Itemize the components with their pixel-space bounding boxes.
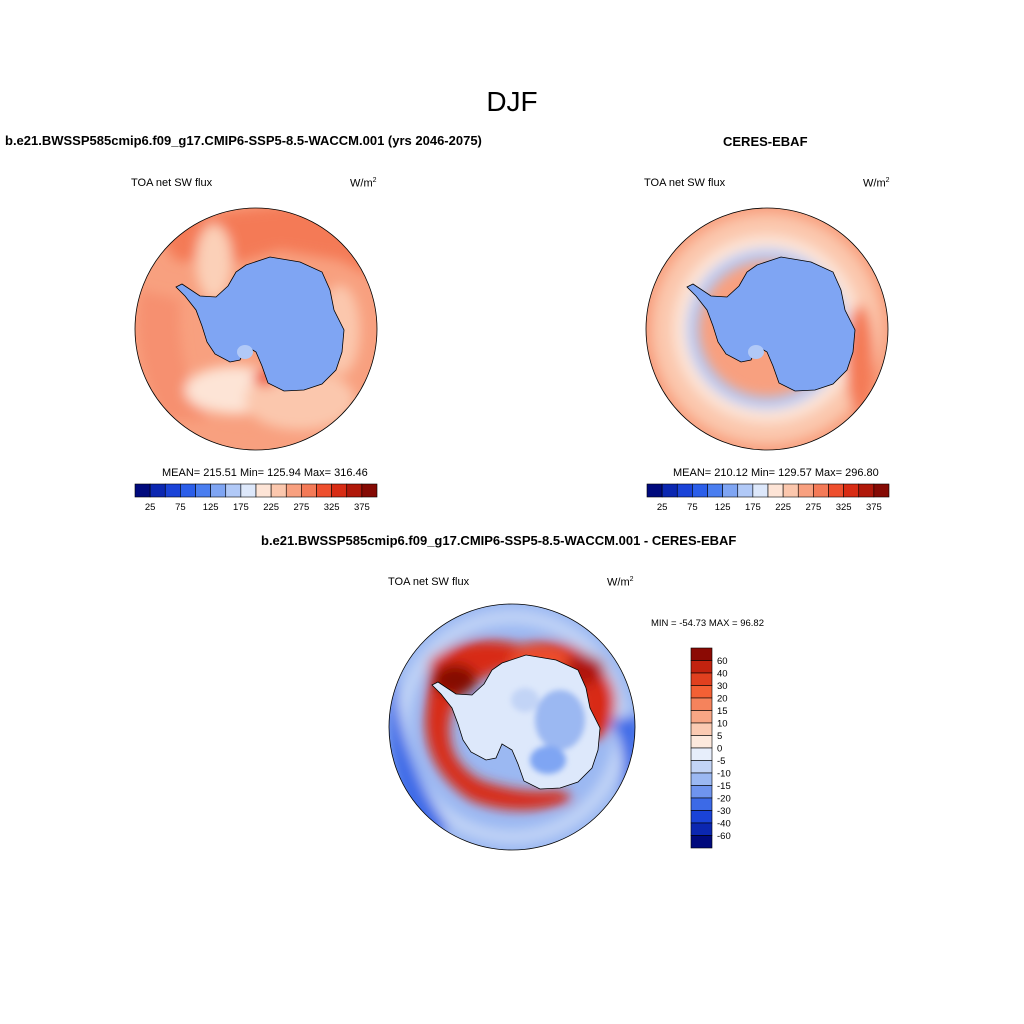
colorbar-3-swatch [690,647,713,661]
colorbar-3-swatch [690,735,713,749]
colorbar-2-swatch [873,483,890,498]
colorbar-2-swatch [676,483,693,498]
panel-3-variable-label: TOA net SW flux [388,576,470,588]
colorbar-1-swatch [346,483,363,498]
panel-2-polar-map [645,207,889,451]
colorbar-2-swatch [737,483,754,498]
colorbar-2-swatch [707,483,723,498]
colorbar-3-swatch [690,672,713,686]
colorbar-2-swatch [828,483,844,498]
colorbar-3-tick-label: 40 [717,669,728,680]
colorbar-2-swatch [752,483,769,498]
colorbar-2-tick-label: 175 [745,502,761,513]
colorbar-3-tick-label: -40 [717,819,731,830]
colorbar-1-swatch [225,483,242,498]
panel-3-polar-map [388,603,636,851]
colorbar-2-swatch [646,483,663,498]
colorbar-1-swatch [285,483,302,498]
colorbar-2-swatch [661,483,678,498]
colorbar-3-swatch [690,710,713,724]
colorbar-2-tick-label: 225 [775,502,791,513]
panel-1-variable-label: TOA net SW flux [131,177,213,189]
colorbar-3-swatch [690,697,713,711]
colorbar-3-swatch [690,785,713,799]
panel-2-colorbar: 25 75 125 175 225 275 325 375 [646,483,890,513]
colorbar-2-tick-label: 275 [805,502,821,513]
colorbar-3-tick-label: 5 [717,731,722,742]
colorbar-3-tick-label: 10 [717,719,728,730]
colorbar-1-swatch [240,483,257,498]
colorbar-1-tick-label: 125 [203,502,219,513]
colorbar-3-swatch [690,822,713,836]
colorbar-3-swatch [690,835,713,849]
colorbar-1-tick-label: 75 [175,502,186,513]
colorbar-2-tick-label: 125 [715,502,731,513]
colorbar-2-tick-label: 75 [687,502,698,513]
colorbar-2-tick-label: 325 [836,502,852,513]
colorbar-1-swatch [164,483,181,498]
colorbar-3-swatch [690,760,713,774]
colorbar-1-swatch [270,483,287,498]
figure-title: DJF [486,86,538,117]
colorbar-3-swatch [690,810,713,824]
colorbar-3-tick-label: 60 [717,656,728,667]
colorbar-3-tick-label: -15 [717,781,731,792]
colorbar-3-tick-label: -10 [717,769,731,780]
colorbar-3-tick-label: 0 [717,744,722,755]
colorbar-3-tick-label: 30 [717,681,728,692]
colorbar-1-tick-label: 225 [263,502,279,513]
panel-2-stats: MEAN= 210.12 Min= 129.57 Max= 296.80 [673,467,879,479]
colorbar-3-swatch [690,722,713,736]
colorbar-2-swatch [843,483,860,498]
colorbar-1-tick-label: 325 [324,502,340,513]
colorbar-2-swatch [782,483,799,498]
panel-2-variable-label: TOA net SW flux [644,177,726,189]
colorbar-1-swatch [316,483,332,498]
panel-1-stats: MEAN= 215.51 Min= 125.94 Max= 316.46 [162,467,368,479]
colorbar-2-swatch [692,483,708,498]
colorbar-1-tick-label: 375 [354,502,370,513]
colorbar-3-swatch [690,660,713,674]
colorbar-1-swatch [331,483,348,498]
colorbar-1-swatch [361,483,378,498]
colorbar-3-tick-label: 20 [717,694,728,705]
panel-1-colorbar: 25 75 125 175 225 275 325 375 [134,483,378,513]
colorbar-2-swatch [722,483,739,498]
panel-1-title: b.e21.BWSSP585cmip6.f09_g17.CMIP6-SSP5-8… [5,133,482,148]
colorbar-1-swatch [180,483,196,498]
colorbar-2-tick-label: 25 [657,502,668,513]
colorbar-3-swatch [690,685,713,699]
panel-3-min-max: MIN = -54.73 MAX = 96.82 [651,618,765,629]
colorbar-1-swatch [134,483,151,498]
colorbar-1-tick-label: 275 [293,502,309,513]
colorbar-3-swatch [690,772,713,786]
colorbar-2-swatch [767,483,784,498]
colorbar-3-tick-label: -60 [717,831,731,842]
colorbar-3-tick-label: -5 [717,756,725,767]
panel-1-polar-map [134,207,378,451]
colorbar-2-tick-label: 375 [866,502,882,513]
colorbar-3-swatch [690,747,713,761]
panel-2-units-label: W/m2 [863,177,890,190]
colorbar-1-tick-label: 175 [233,502,249,513]
colorbar-3-tick-label: -20 [717,794,731,805]
panel-3-units-label: W/m2 [607,576,634,589]
colorbar-1-swatch [301,483,317,498]
panel-2-title: CERES-EBAF [723,134,808,149]
colorbar-1-swatch [195,483,211,498]
colorbar-1-swatch [210,483,227,498]
colorbar-2-swatch [858,483,875,498]
colorbar-3-tick-label: -30 [717,806,731,817]
colorbar-1-swatch [149,483,166,498]
panel-1-units-label: W/m2 [350,177,377,190]
colorbar-2-swatch [813,483,829,498]
colorbar-2-swatch [797,483,814,498]
colorbar-3-swatch [690,797,713,811]
colorbar-1-tick-label: 25 [145,502,156,513]
panel-3-title: b.e21.BWSSP585cmip6.f09_g17.CMIP6-SSP5-8… [261,533,737,548]
colorbar-3-tick-label: 15 [717,706,728,717]
colorbar-1-swatch [255,483,272,498]
